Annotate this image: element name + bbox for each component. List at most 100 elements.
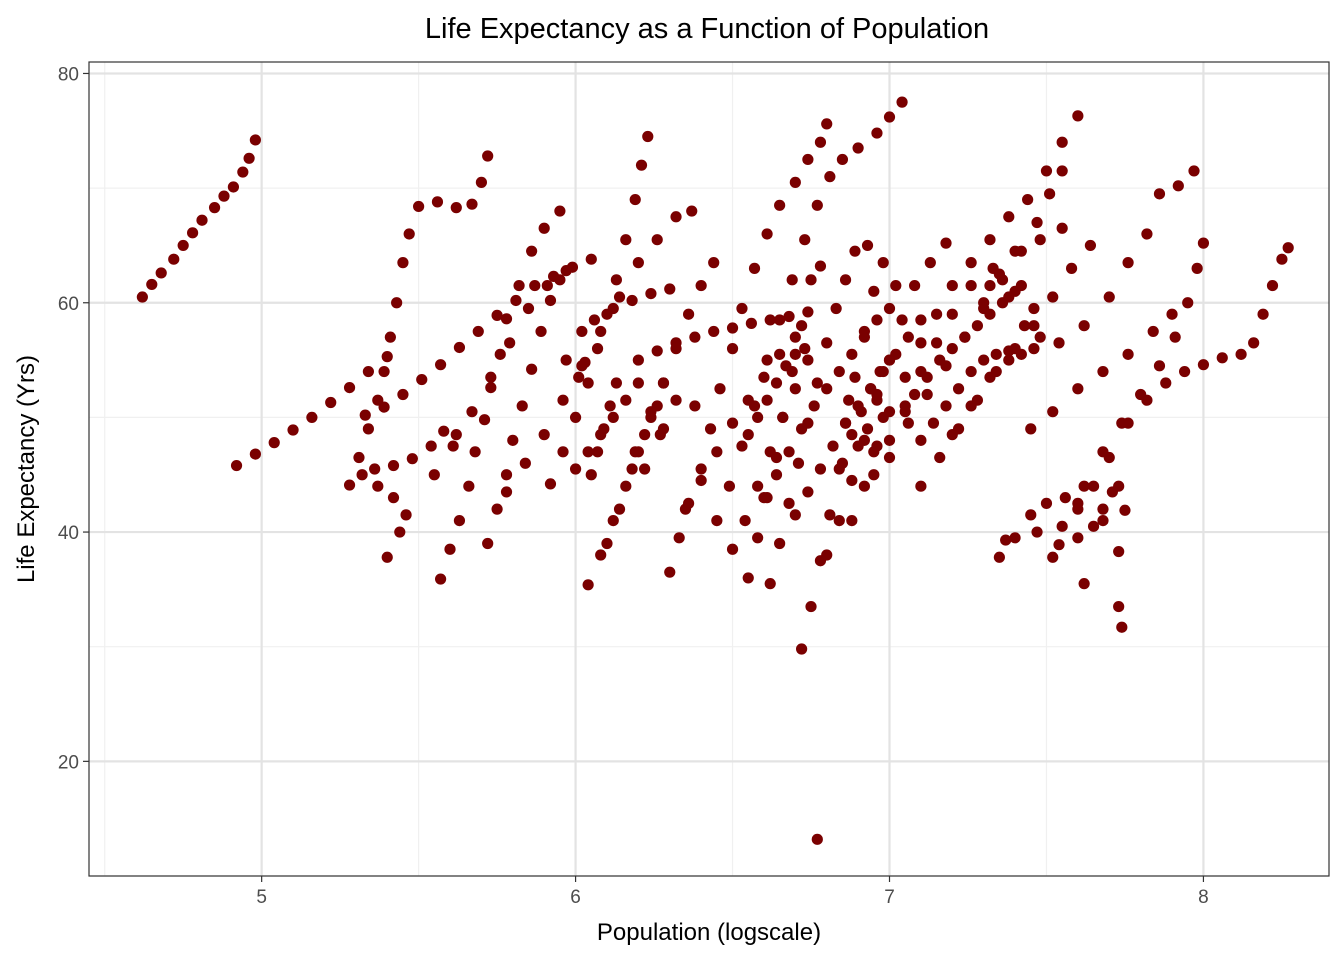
data-point (1028, 320, 1040, 332)
data-point (475, 176, 488, 188)
data-point (1248, 337, 1260, 349)
data-point (645, 287, 657, 300)
data-point (416, 373, 428, 386)
data-point (946, 429, 958, 441)
data-point (1087, 480, 1100, 492)
data-point (839, 417, 852, 429)
data-point (799, 343, 811, 355)
data-point (924, 257, 936, 269)
data-point (780, 360, 792, 372)
data-point (1003, 354, 1015, 366)
data-point (1178, 365, 1191, 378)
data-point (883, 354, 896, 366)
data-point (1097, 514, 1109, 527)
y-axis-label: Life Expectancy (Yrs) (13, 355, 40, 583)
data-point (890, 279, 902, 292)
data-point (1065, 262, 1078, 274)
data-point (391, 297, 403, 309)
data-point (811, 199, 823, 211)
data-point (679, 503, 692, 515)
data-point (902, 331, 914, 343)
data-point (777, 411, 789, 424)
data-point (824, 509, 836, 521)
data-point (1031, 216, 1043, 229)
data-point (306, 411, 318, 424)
data-point (491, 503, 503, 515)
data-point (965, 279, 977, 292)
data-point (372, 480, 384, 492)
data-point (736, 302, 748, 315)
data-point (915, 337, 927, 349)
data-point (764, 578, 776, 590)
data-point (1044, 188, 1056, 200)
data-point (802, 354, 814, 366)
data-point (431, 196, 444, 208)
data-point (883, 434, 896, 446)
data-point (485, 382, 497, 394)
data-point (642, 130, 654, 143)
data-point (915, 434, 927, 446)
data-point (343, 382, 356, 394)
data-point (428, 469, 440, 481)
data-point (1056, 165, 1068, 177)
data-point (855, 406, 867, 418)
data-point (554, 274, 566, 286)
data-point (1031, 526, 1043, 538)
y-tick-label: 60 (58, 294, 79, 315)
data-point (686, 205, 698, 217)
data-point (1047, 406, 1059, 418)
data-point (538, 222, 550, 234)
data-point (774, 314, 786, 326)
data-point (1188, 165, 1200, 177)
data-point (805, 600, 817, 613)
data-point (1235, 348, 1247, 360)
data-point (522, 302, 535, 315)
data-point (1103, 291, 1115, 303)
data-point (726, 543, 739, 555)
data-point (695, 279, 707, 292)
data-point (802, 153, 814, 166)
x-tick-label: 5 (256, 887, 267, 908)
data-point (946, 279, 958, 292)
data-point (1056, 222, 1068, 234)
data-point (752, 480, 764, 492)
data-point (400, 509, 412, 521)
data-point (1166, 308, 1178, 320)
data-point (450, 202, 462, 214)
data-point (796, 320, 808, 332)
data-point (708, 325, 720, 338)
x-tick-label: 6 (570, 887, 581, 908)
data-point (582, 377, 594, 389)
data-point (287, 424, 299, 436)
data-point (930, 308, 943, 320)
data-point (526, 363, 538, 375)
data-point (836, 457, 849, 469)
data-point (915, 314, 927, 326)
data-point (789, 509, 801, 521)
data-point (965, 400, 977, 412)
data-point (1047, 291, 1059, 303)
data-point (463, 480, 475, 492)
data-point (814, 463, 827, 475)
data-point (177, 239, 189, 252)
data-point (852, 142, 864, 154)
data-point (711, 514, 723, 527)
y-tick-label: 40 (58, 523, 79, 544)
data-point (934, 451, 946, 464)
data-point (877, 411, 889, 424)
data-point (626, 294, 638, 307)
data-point (1025, 509, 1037, 521)
data-point (387, 459, 400, 472)
data-point (629, 446, 641, 458)
data-point (952, 383, 965, 395)
data-point (670, 211, 682, 223)
data-point (670, 337, 682, 349)
data-point (1018, 320, 1031, 332)
data-point (516, 400, 528, 412)
data-point (1097, 446, 1109, 458)
data-point (821, 118, 833, 130)
data-point (591, 343, 604, 355)
data-point (394, 526, 406, 538)
data-point (1000, 534, 1012, 546)
data-point (384, 331, 396, 343)
